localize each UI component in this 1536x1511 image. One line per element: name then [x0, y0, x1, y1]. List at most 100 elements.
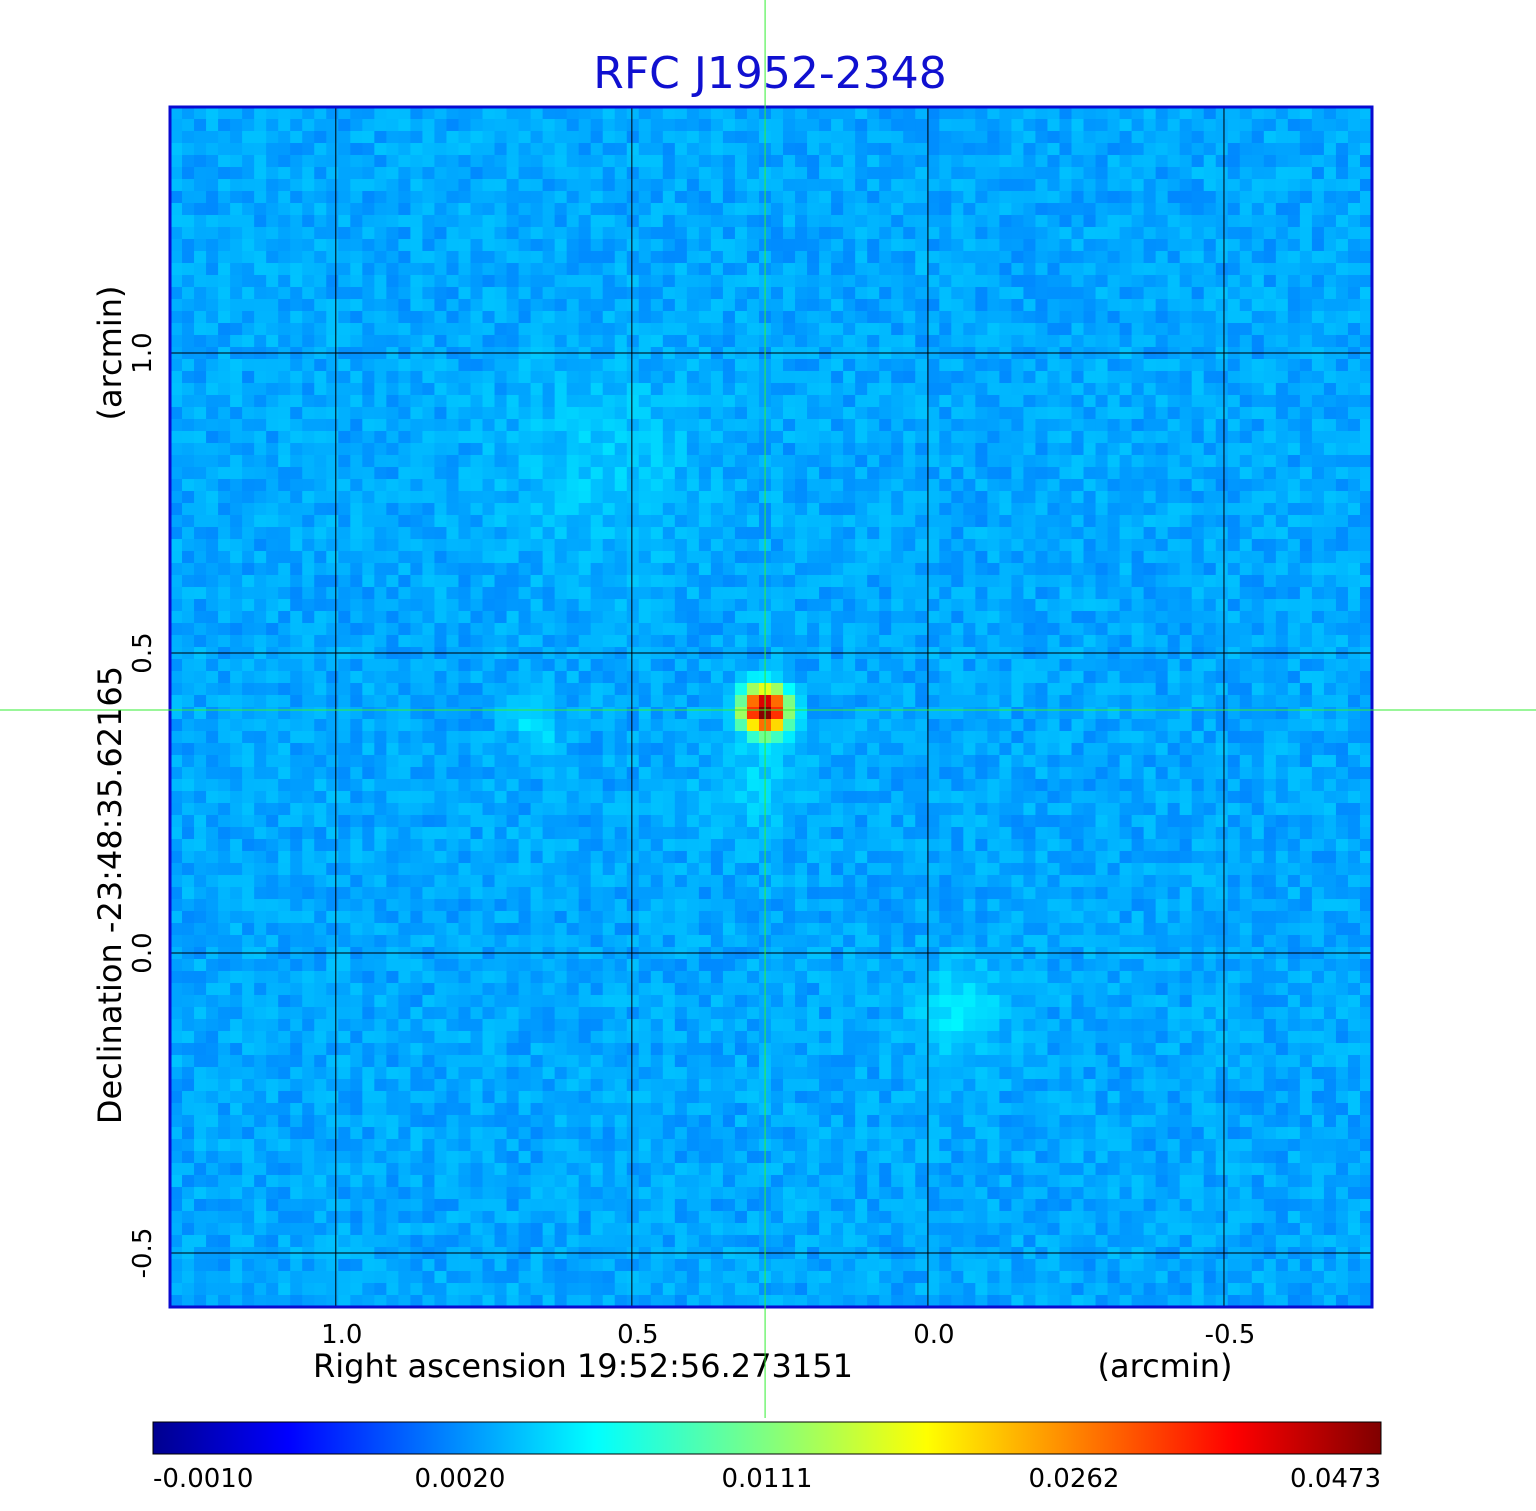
- image-pixel: [1227, 287, 1241, 300]
- image-pixel: [1131, 551, 1145, 564]
- image-pixel: [1059, 311, 1073, 324]
- image-pixel: [1263, 335, 1277, 348]
- image-pixel: [867, 191, 880, 204]
- image-pixel: [398, 287, 411, 300]
- image-pixel: [1071, 143, 1085, 156]
- image-pixel: [494, 563, 508, 576]
- image-pixel: [1143, 611, 1157, 624]
- image-pixel: [975, 695, 988, 708]
- image-pixel: [1071, 587, 1085, 600]
- image-pixel: [674, 311, 688, 324]
- image-pixel: [746, 587, 760, 600]
- image-pixel: [975, 431, 988, 444]
- image-pixel: [194, 215, 207, 228]
- image-pixel: [951, 179, 964, 192]
- image-pixel: [915, 491, 928, 504]
- image-pixel: [638, 527, 652, 540]
- image-pixel: [1047, 143, 1061, 156]
- image-pixel: [410, 635, 424, 648]
- image-pixel: [530, 479, 544, 492]
- image-pixel: [542, 167, 556, 180]
- image-pixel: [1311, 491, 1325, 504]
- image-pixel: [410, 263, 424, 276]
- image-pixel: [290, 683, 303, 696]
- image-pixel: [542, 515, 556, 528]
- image-pixel: [230, 263, 243, 276]
- image-pixel: [843, 275, 856, 288]
- image-pixel: [951, 359, 964, 372]
- image-pixel: [386, 695, 399, 708]
- image-pixel: [530, 143, 544, 156]
- image-pixel: [278, 671, 291, 684]
- image-pixel: [602, 383, 616, 396]
- image-pixel: [1047, 323, 1061, 336]
- image-pixel: [302, 515, 315, 528]
- image-pixel: [578, 611, 592, 624]
- image-pixel: [975, 683, 988, 696]
- image-pixel: [422, 527, 436, 540]
- image-pixel: [1323, 191, 1337, 204]
- image-pixel: [626, 203, 640, 216]
- image-pixel: [951, 467, 964, 480]
- image-pixel: [1323, 539, 1337, 552]
- image-pixel: [398, 491, 411, 504]
- image-pixel: [602, 215, 616, 228]
- image-pixel: [1251, 407, 1265, 420]
- image-pixel: [915, 275, 928, 288]
- image-pixel: [302, 275, 315, 288]
- image-pixel: [1083, 527, 1097, 540]
- image-pixel: [1359, 551, 1373, 564]
- image-pixel: [1107, 515, 1121, 528]
- image-pixel: [795, 683, 808, 696]
- image-pixel: [362, 155, 375, 168]
- image-pixel: [1023, 515, 1037, 528]
- image-pixel: [1035, 311, 1049, 324]
- image-pixel: [350, 491, 363, 504]
- image-pixel: [734, 227, 748, 240]
- image-pixel: [170, 623, 183, 636]
- image-pixel: [1299, 467, 1313, 480]
- image-pixel: [963, 167, 976, 180]
- image-pixel: [903, 359, 916, 372]
- image-pixel: [1203, 515, 1217, 528]
- image-pixel: [855, 287, 868, 300]
- image-pixel: [278, 395, 291, 408]
- image-pixel: [951, 299, 964, 312]
- image-pixel: [1179, 143, 1193, 156]
- image-pixel: [386, 323, 399, 336]
- image-pixel: [314, 659, 327, 672]
- image-pixel: [698, 263, 712, 276]
- image-pixel: [843, 599, 856, 612]
- image-pixel: [1143, 371, 1157, 384]
- image-pixel: [578, 551, 592, 564]
- image-pixel: [566, 575, 580, 588]
- image-pixel: [710, 419, 724, 432]
- image-pixel: [1287, 599, 1301, 612]
- image-pixel: [843, 623, 856, 636]
- image-pixel: [1047, 263, 1061, 276]
- image-pixel: [650, 263, 664, 276]
- image-pixel: [1179, 467, 1193, 480]
- image-pixel: [482, 359, 496, 372]
- image-pixel: [879, 251, 892, 264]
- image-pixel: [1059, 551, 1073, 564]
- image-pixel: [855, 299, 868, 312]
- image-pixel: [1047, 671, 1061, 684]
- image-pixel: [819, 479, 832, 492]
- image-pixel: [1023, 119, 1037, 132]
- image-pixel: [338, 143, 351, 156]
- image-pixel: [182, 443, 195, 456]
- image-pixel: [879, 371, 892, 384]
- image-pixel: [1335, 287, 1349, 300]
- image-pixel: [1095, 683, 1109, 696]
- image-pixel: [230, 575, 243, 588]
- image-pixel: [446, 275, 460, 288]
- image-pixel: [278, 551, 291, 564]
- image-pixel: [530, 527, 544, 540]
- image-pixel: [350, 587, 363, 600]
- image-pixel: [807, 563, 820, 576]
- image-pixel: [783, 683, 796, 696]
- image-pixel: [338, 107, 351, 120]
- image-pixel: [614, 623, 628, 636]
- image-pixel: [650, 227, 664, 240]
